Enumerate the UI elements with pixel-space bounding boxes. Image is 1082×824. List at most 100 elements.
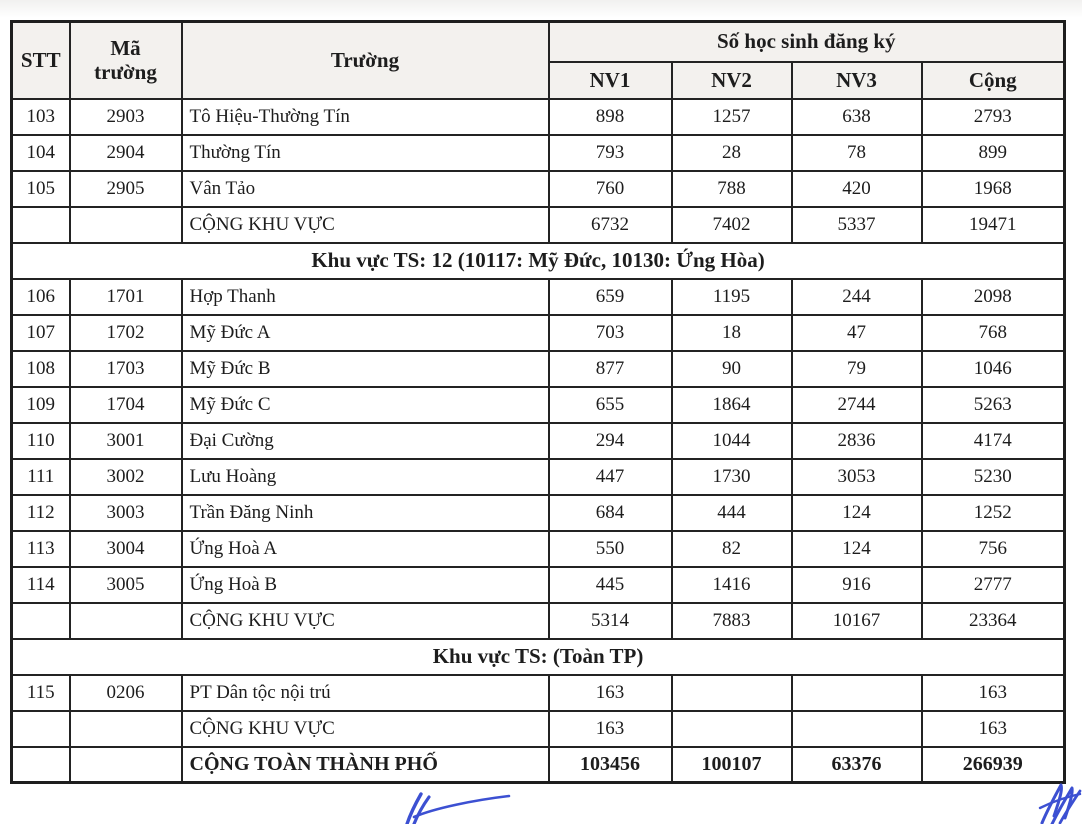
- cell-nv1: 550: [547, 529, 673, 568]
- cell-truong: Ứng Hoà B: [180, 565, 550, 604]
- cell-stt: 111: [10, 457, 71, 496]
- cell-ma-truong: [68, 709, 183, 748]
- cell-ma-truong: 2904: [68, 133, 183, 172]
- cell-stt: 109: [10, 385, 71, 424]
- cell-nv3: 47: [790, 313, 923, 352]
- table-row: CỘNG KHU VỰC 163 163: [10, 709, 1066, 748]
- cell-cong: 5263: [920, 385, 1066, 424]
- cell-truong: Ứng Hoà A: [180, 529, 550, 568]
- cell-stt: 114: [10, 565, 71, 604]
- col-header-nv3: NV3: [790, 60, 923, 100]
- cell-ma-truong: 3003: [68, 493, 183, 532]
- cell-ma-truong: 1702: [68, 313, 183, 352]
- cell-ma-truong: 1703: [68, 349, 183, 388]
- cell-stt: 110: [10, 421, 71, 460]
- cell-nv1: 703: [547, 313, 673, 352]
- cell-truong: Trần Đăng Ninh: [180, 493, 550, 532]
- cell-stt: 107: [10, 313, 71, 352]
- cell-nv2: [670, 709, 793, 748]
- table-header: STT Mã trường Trường Số học sinh đăng ký…: [10, 20, 1066, 100]
- cell-nv3: 420: [790, 169, 923, 208]
- table-row: 104 2904 Thường Tín 793 28 78 899: [10, 133, 1066, 172]
- cell-cong: 4174: [920, 421, 1066, 460]
- table-row: CỘNG TOÀN THÀNH PHỐ 103456 100107 63376 2669…: [10, 745, 1066, 784]
- cell-nv1: 163: [547, 709, 673, 748]
- cell-nv3: 5337: [790, 205, 923, 244]
- section-header-cell: Khu vực TS: 12 (10117: Mỹ Đức, 10130: Ứn…: [10, 241, 1066, 280]
- cell-nv1: 655: [547, 385, 673, 424]
- cell-stt: 103: [10, 97, 71, 136]
- cell-stt: 113: [10, 529, 71, 568]
- signature-initials-right: [1038, 783, 1082, 824]
- cell-cong: 163: [920, 709, 1066, 748]
- table-row: CỘNG KHU VỰC 5314 7883 10167 23364: [10, 601, 1066, 640]
- table-body: 103 2903 Tô Hiệu-Thường Tín 898 1257 638 2793 1…: [10, 97, 1066, 784]
- cell-truong: Lưu Hoàng: [180, 457, 550, 496]
- col-header-group: Số học sinh đăng ký: [547, 20, 1066, 63]
- cell-nv1: 6732: [547, 205, 673, 244]
- cell-nv2: 7402: [670, 205, 793, 244]
- cell-nv1: 294: [547, 421, 673, 460]
- cell-cong: 756: [920, 529, 1066, 568]
- cell-stt: 105: [10, 169, 71, 208]
- cell-nv3: 638: [790, 97, 923, 136]
- cell-ma-truong: 1704: [68, 385, 183, 424]
- cell-nv1: 684: [547, 493, 673, 532]
- col-header-stt: STT: [10, 20, 71, 100]
- table-row: 103 2903 Tô Hiệu-Thường Tín 898 1257 638 2793: [10, 97, 1066, 136]
- header-row-1: STT Mã trường Trường Số học sinh đăng ký: [10, 20, 1066, 100]
- cell-ma-truong: 3001: [68, 421, 183, 460]
- cell-nv3: 63376: [790, 745, 923, 784]
- cell-nv1: 445: [547, 565, 673, 604]
- cell-nv3: 78: [790, 133, 923, 172]
- cell-cong: 266939: [920, 745, 1066, 784]
- cell-nv3: [790, 673, 923, 712]
- cell-nv2: 28: [670, 133, 793, 172]
- cell-cong: 163: [920, 673, 1066, 712]
- cell-ma-truong: [68, 205, 183, 244]
- cell-nv2: 1416: [670, 565, 793, 604]
- cell-nv1: 877: [547, 349, 673, 388]
- cell-nv1: 793: [547, 133, 673, 172]
- cell-stt: [10, 601, 71, 640]
- cell-ma-truong: 2903: [68, 97, 183, 136]
- cell-nv3: 124: [790, 529, 923, 568]
- cell-truong: Hợp Thanh: [180, 277, 550, 316]
- col-header-ma-truong-label: Mã trường: [94, 35, 157, 84]
- cell-stt: 104: [10, 133, 71, 172]
- cell-ma-truong: 3002: [68, 457, 183, 496]
- cell-nv2: 7883: [670, 601, 793, 640]
- cell-nv1: 659: [547, 277, 673, 316]
- cell-nv1: 5314: [547, 601, 673, 640]
- cell-cong: 19471: [920, 205, 1066, 244]
- cell-nv2: 1044: [670, 421, 793, 460]
- student-registration-table: STT Mã trường Trường Số học sinh đăng ký…: [10, 20, 1067, 784]
- table-row: 110 3001 Đại Cường 294 1044 2836 4174: [10, 421, 1066, 460]
- table-row: 107 1702 Mỹ Đức A 703 18 47 768: [10, 313, 1066, 352]
- cell-stt: [10, 205, 71, 244]
- cell-nv3: 10167: [790, 601, 923, 640]
- cell-stt: [10, 709, 71, 748]
- cell-truong: Mỹ Đức A: [180, 313, 550, 352]
- table-row: 109 1704 Mỹ Đức C 655 1864 2744 5263: [10, 385, 1066, 424]
- cell-cong: 2777: [920, 565, 1066, 604]
- cell-nv3: 79: [790, 349, 923, 388]
- cell-cong: 2098: [920, 277, 1066, 316]
- cell-truong: Tô Hiệu-Thường Tín: [180, 97, 550, 136]
- cell-cong: 899: [920, 133, 1066, 172]
- cell-nv2: 90: [670, 349, 793, 388]
- cell-ma-truong: 2905: [68, 169, 183, 208]
- table-row: 113 3004 Ứng Hoà A 550 82 124 756: [10, 529, 1066, 568]
- cell-nv2: 788: [670, 169, 793, 208]
- cell-nv2: 444: [670, 493, 793, 532]
- cell-stt: 112: [10, 493, 71, 532]
- cell-nv3: [790, 709, 923, 748]
- cell-nv2: [670, 673, 793, 712]
- signature-mark-center: [405, 792, 511, 824]
- cell-nv1: 103456: [547, 745, 673, 784]
- cell-cong: 1252: [920, 493, 1066, 532]
- cell-nv3: 3053: [790, 457, 923, 496]
- cell-cong: 768: [920, 313, 1066, 352]
- section-header-cell: Khu vực TS: (Toàn TP): [10, 637, 1066, 676]
- cell-truong: CỘNG KHU VỰC: [180, 601, 550, 640]
